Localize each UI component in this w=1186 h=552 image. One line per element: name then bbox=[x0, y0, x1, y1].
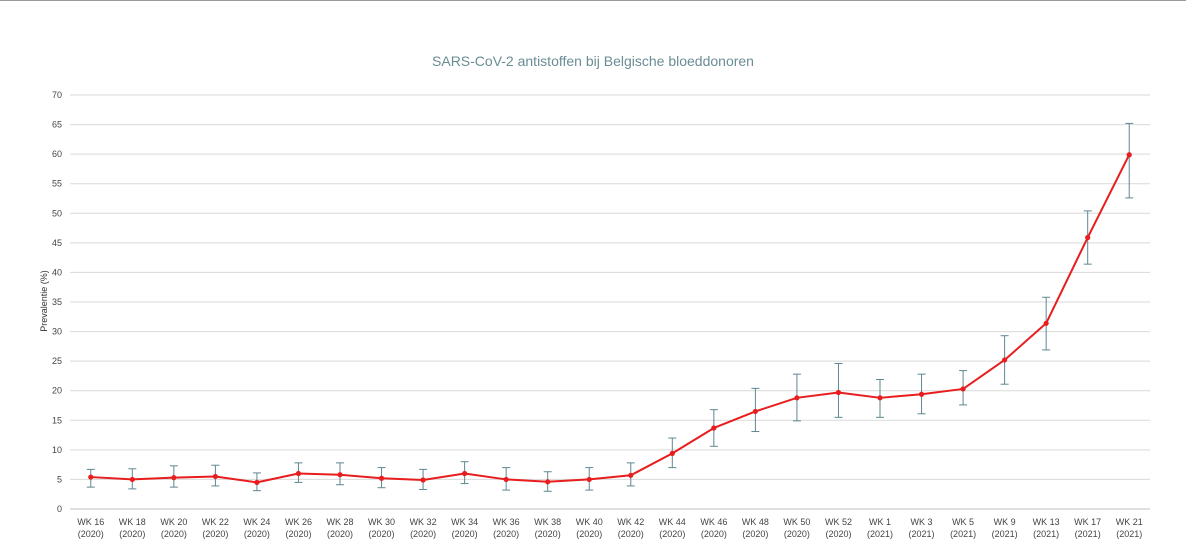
x-tick-label: WK 24 bbox=[243, 517, 270, 527]
data-point bbox=[462, 470, 468, 477]
x-tick-sublabel: (2020) bbox=[202, 529, 228, 539]
data-point bbox=[877, 395, 883, 401]
x-tick-sublabel: (2020) bbox=[784, 529, 810, 539]
data-point bbox=[794, 395, 800, 401]
data-point bbox=[212, 473, 218, 480]
x-tick-sublabel: (2020) bbox=[327, 529, 353, 539]
x-tick-sublabel: (2021) bbox=[1033, 529, 1059, 539]
chart-title: SARS-CoV-2 antistoffen bij Belgische blo… bbox=[432, 53, 754, 69]
data-point bbox=[628, 472, 634, 478]
data-point bbox=[88, 474, 94, 480]
data-point bbox=[129, 476, 135, 483]
data-point bbox=[1043, 320, 1049, 326]
x-tick-label: WK 26 bbox=[285, 517, 312, 527]
x-tick-sublabel: (2020) bbox=[825, 529, 851, 539]
x-tick-label: WK 48 bbox=[742, 517, 769, 527]
data-point bbox=[669, 450, 675, 457]
y-tick-label: 30 bbox=[52, 327, 62, 337]
x-tick-label: WK 40 bbox=[576, 517, 603, 527]
y-tick-label: 50 bbox=[52, 208, 62, 218]
x-tick-label: WK 17 bbox=[1074, 517, 1101, 527]
x-tick-label: WK 18 bbox=[119, 517, 146, 527]
data-point bbox=[420, 477, 426, 483]
x-tick-sublabel: (2021) bbox=[1116, 529, 1142, 539]
series-line bbox=[90, 154, 1131, 484]
x-tick-sublabel: (2020) bbox=[701, 529, 727, 539]
x-tick-label: WK 38 bbox=[534, 517, 561, 527]
y-tick-label: 10 bbox=[52, 445, 62, 455]
y-tick-label: 35 bbox=[52, 297, 62, 307]
y-tick-label: 25 bbox=[52, 356, 62, 366]
data-point bbox=[1126, 152, 1132, 158]
x-tick-sublabel: (2021) bbox=[1075, 529, 1101, 539]
x-tick-sublabel: (2020) bbox=[119, 529, 145, 539]
x-tick-label: WK 46 bbox=[700, 517, 727, 527]
data-point bbox=[295, 470, 302, 477]
x-tick-sublabel: (2021) bbox=[992, 529, 1018, 539]
data-point bbox=[545, 479, 551, 485]
y-tick-label: 65 bbox=[52, 120, 62, 130]
x-tick-label: WK 44 bbox=[659, 517, 686, 527]
x-tick-label: WK 22 bbox=[202, 517, 229, 527]
data-point bbox=[254, 479, 260, 485]
x-tick-sublabel: (2020) bbox=[369, 529, 395, 539]
x-tick-label: WK 42 bbox=[617, 517, 644, 527]
y-tick-label: 55 bbox=[52, 179, 62, 189]
y-tick-label: 20 bbox=[52, 386, 62, 396]
x-tick-sublabel: (2020) bbox=[618, 529, 644, 539]
x-tick-label: WK 9 bbox=[994, 517, 1016, 527]
x-tick-sublabel: (2020) bbox=[410, 529, 436, 539]
x-tick-label: WK 3 bbox=[911, 517, 933, 527]
x-tick-label: WK 32 bbox=[410, 517, 437, 527]
x-tick-label: WK 28 bbox=[326, 517, 353, 527]
data-point bbox=[586, 476, 592, 483]
x-tick-label: WK 5 bbox=[952, 517, 974, 527]
x-tick-label: WK 30 bbox=[368, 517, 395, 527]
x-tick-sublabel: (2021) bbox=[867, 529, 893, 539]
data-point bbox=[171, 475, 177, 481]
data-point bbox=[918, 391, 925, 397]
y-tick-label: 70 bbox=[52, 90, 62, 100]
y-tick-label: 5 bbox=[57, 474, 62, 484]
data-point bbox=[960, 386, 966, 392]
x-tick-label: WK 21 bbox=[1116, 517, 1143, 527]
x-tick-label: WK 36 bbox=[493, 517, 520, 527]
x-tick-sublabel: (2020) bbox=[535, 529, 561, 539]
data-point bbox=[503, 476, 509, 483]
x-tick-label: WK 13 bbox=[1033, 517, 1060, 527]
x-tick-label: WK 52 bbox=[825, 517, 852, 527]
x-tick-sublabel: (2020) bbox=[452, 529, 478, 539]
data-point bbox=[1085, 234, 1091, 241]
x-tick-sublabel: (2020) bbox=[244, 529, 270, 539]
x-tick-label: WK 1 bbox=[869, 517, 891, 527]
y-tick-label: 40 bbox=[52, 267, 62, 277]
x-tick-sublabel: (2020) bbox=[78, 529, 104, 539]
x-tick-label: WK 20 bbox=[160, 517, 187, 527]
x-tick-sublabel: (2020) bbox=[742, 529, 768, 539]
x-tick-label: WK 34 bbox=[451, 517, 478, 527]
x-tick-sublabel: (2021) bbox=[950, 529, 976, 539]
x-tick-label: WK 50 bbox=[783, 517, 810, 527]
data-point bbox=[1002, 357, 1008, 363]
x-tick-sublabel: (2021) bbox=[909, 529, 935, 539]
x-tick-sublabel: (2020) bbox=[285, 529, 311, 539]
x-tick-sublabel: (2020) bbox=[576, 529, 602, 539]
y-tick-label: 0 bbox=[57, 504, 62, 514]
data-point bbox=[378, 475, 385, 481]
data-point bbox=[337, 472, 343, 478]
y-tick-label: 45 bbox=[52, 238, 62, 248]
data-point bbox=[752, 408, 758, 415]
data-point bbox=[711, 425, 717, 431]
x-tick-sublabel: (2020) bbox=[659, 529, 685, 539]
y-tick-label: 60 bbox=[52, 149, 62, 159]
x-tick-label: WK 16 bbox=[77, 517, 104, 527]
y-tick-label: 15 bbox=[52, 415, 62, 425]
x-tick-sublabel: (2020) bbox=[161, 529, 187, 539]
data-point bbox=[835, 389, 842, 396]
x-tick-sublabel: (2020) bbox=[493, 529, 519, 539]
